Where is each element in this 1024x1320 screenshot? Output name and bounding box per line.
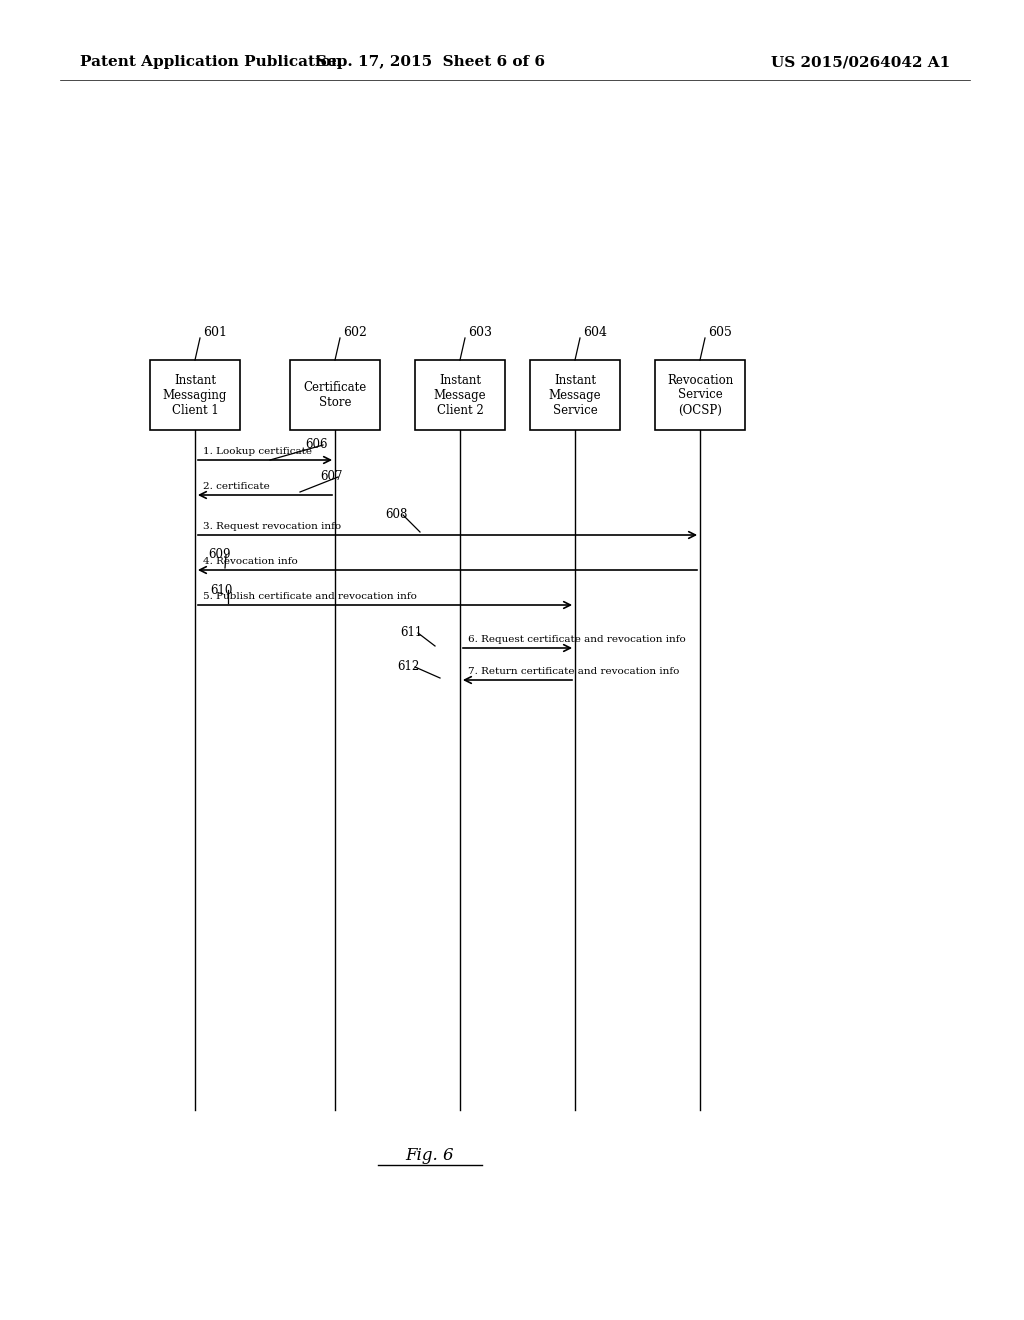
Text: Instant
Messaging
Client 1: Instant Messaging Client 1 bbox=[163, 374, 227, 417]
Text: 603: 603 bbox=[468, 326, 492, 338]
Text: 601: 601 bbox=[203, 326, 227, 338]
Text: Sep. 17, 2015  Sheet 6 of 6: Sep. 17, 2015 Sheet 6 of 6 bbox=[315, 55, 545, 69]
Text: 606: 606 bbox=[305, 438, 328, 451]
Text: 1. Lookup certificate: 1. Lookup certificate bbox=[203, 447, 312, 455]
Text: Instant
Message
Service: Instant Message Service bbox=[549, 374, 601, 417]
Text: 612: 612 bbox=[397, 660, 419, 673]
Text: 2. certificate: 2. certificate bbox=[203, 482, 269, 491]
Text: Fig. 6: Fig. 6 bbox=[406, 1147, 455, 1163]
Text: 608: 608 bbox=[385, 508, 408, 521]
Text: Instant
Message
Client 2: Instant Message Client 2 bbox=[434, 374, 486, 417]
Bar bbox=[415, 360, 505, 430]
Text: 4. Revocation info: 4. Revocation info bbox=[203, 557, 298, 566]
Text: Patent Application Publication: Patent Application Publication bbox=[80, 55, 342, 69]
Text: 7. Return certificate and revocation info: 7. Return certificate and revocation inf… bbox=[468, 667, 679, 676]
Bar bbox=[655, 360, 745, 430]
Text: 5. Publish certificate and revocation info: 5. Publish certificate and revocation in… bbox=[203, 591, 417, 601]
Text: 3. Request revocation info: 3. Request revocation info bbox=[203, 521, 341, 531]
Text: 611: 611 bbox=[400, 627, 422, 639]
Text: 6. Request certificate and revocation info: 6. Request certificate and revocation in… bbox=[468, 635, 686, 644]
Text: 609: 609 bbox=[208, 549, 230, 561]
Bar bbox=[150, 360, 240, 430]
Text: US 2015/0264042 A1: US 2015/0264042 A1 bbox=[771, 55, 950, 69]
Bar bbox=[530, 360, 620, 430]
Text: 604: 604 bbox=[583, 326, 607, 338]
Text: 602: 602 bbox=[343, 326, 367, 338]
Text: 607: 607 bbox=[319, 470, 342, 483]
Text: Certificate
Store: Certificate Store bbox=[303, 381, 367, 409]
Text: 605: 605 bbox=[708, 326, 732, 338]
Text: Revocation
Service
(OCSP): Revocation Service (OCSP) bbox=[667, 374, 733, 417]
Bar bbox=[290, 360, 380, 430]
Text: 610: 610 bbox=[210, 583, 232, 597]
